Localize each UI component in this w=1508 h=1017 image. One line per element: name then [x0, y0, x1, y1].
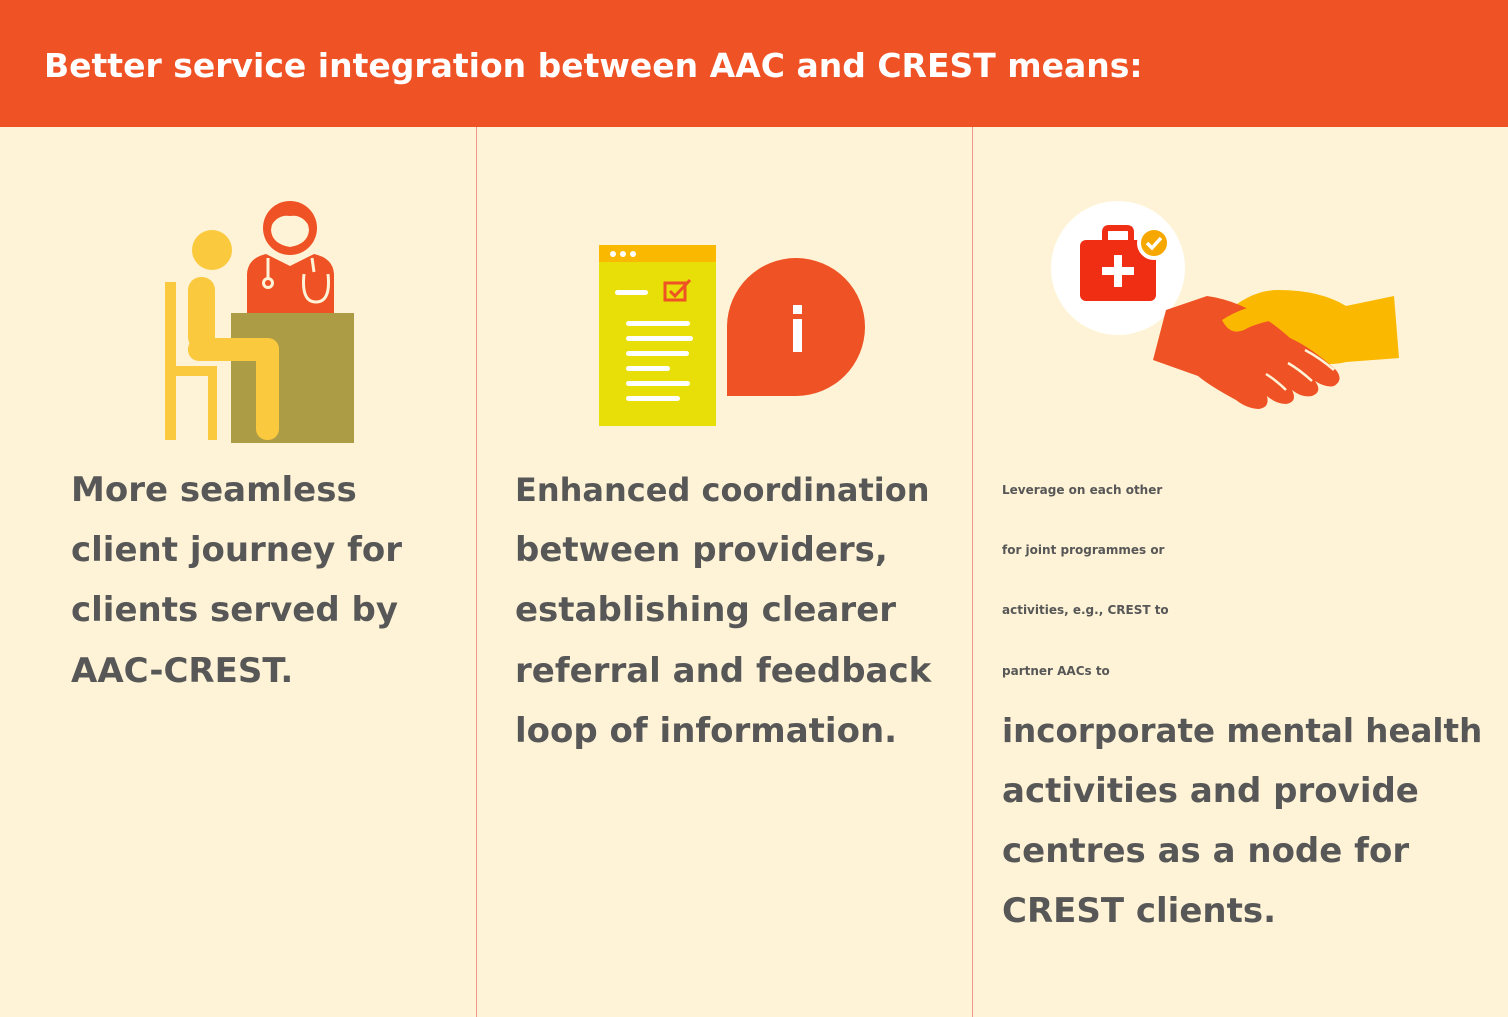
header-band: Better service integration between AAC a…	[0, 0, 1508, 127]
column-divider	[476, 127, 477, 1017]
column-1-line: More seamless	[71, 470, 357, 510]
document-info-icon	[590, 238, 870, 430]
column-1-text: More seamless client journey for clients…	[71, 460, 402, 701]
column-1-line: AAC-CREST.	[71, 650, 294, 691]
doctor-consultation-icon	[150, 190, 370, 450]
column-3-line: centres as a node for	[1002, 831, 1410, 872]
column-2-line: establishing clearer	[515, 590, 897, 631]
column-divider	[972, 127, 973, 1017]
column-3-line: for joint programmes or	[1002, 543, 1165, 558]
column-2-text: Enhanced coordination between providers,…	[515, 460, 931, 761]
column-3-line: activities, e.g., CREST to	[1002, 603, 1169, 618]
column-3-line: CREST clients.	[1002, 891, 1277, 932]
column-2-line: between providers,	[515, 530, 888, 571]
column-2-line: Enhanced coordination	[515, 471, 930, 509]
column-1-line: client journey for	[71, 530, 402, 571]
column-3-text: Leverage on each other for joint program…	[1002, 460, 1482, 942]
column-3-line: incorporate mental health	[1002, 711, 1483, 750]
column-3-line: Leverage on each other	[1002, 483, 1163, 497]
header-title: Better service integration between AAC a…	[44, 46, 1143, 85]
column-3-line: partner AACs to	[1002, 663, 1110, 678]
column-3-line: activities and provide	[1002, 771, 1419, 812]
column-1-line: clients served by	[71, 590, 399, 631]
column-2-line: referral and feedback	[515, 650, 932, 691]
column-2-line: loop of information.	[515, 710, 898, 751]
handshake-medical-kit-icon	[1050, 198, 1410, 428]
